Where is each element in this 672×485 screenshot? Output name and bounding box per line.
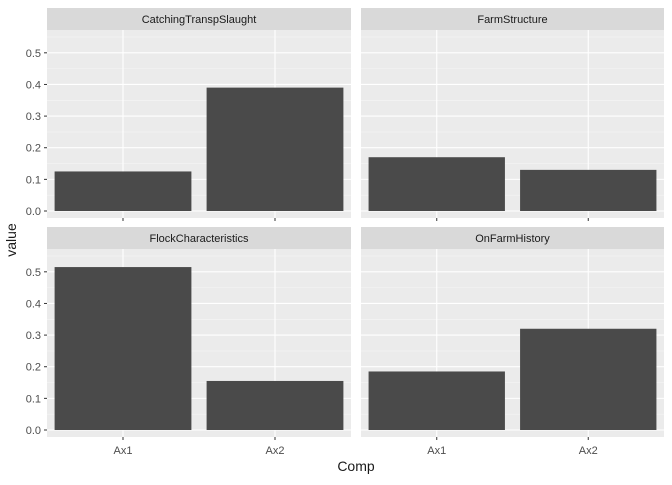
facet-strip	[47, 227, 351, 249]
y-tick-label: 0.0	[26, 425, 41, 437]
y-tick-label: 0.4	[26, 298, 41, 310]
bar	[206, 87, 344, 211]
facet-strip	[47, 8, 351, 30]
x-tick-label: Ax2	[266, 445, 285, 457]
x-tick-label: Ax1	[114, 445, 133, 457]
x-tick-label: Ax1	[427, 445, 446, 457]
panels-layer: CatchingTranspSlaught0.00.10.20.30.40.5F…	[26, 8, 664, 457]
y-axis-title: value	[3, 223, 19, 257]
y-tick-label: 0.2	[26, 143, 41, 155]
facet-strip-label: CatchingTranspSlaught	[142, 14, 257, 26]
y-tick-label: 0.1	[26, 393, 41, 405]
y-tick-label: 0.0	[26, 206, 41, 218]
facet-strip	[361, 8, 664, 30]
facet-panel: FlockCharacteristics 0.0 0.1 0.2 0.3 0.4 0.5 Ax…	[26, 227, 351, 457]
facet-strip-label: FlockCharacteristics	[149, 233, 249, 245]
y-tick-label: 0.3	[26, 330, 41, 342]
facet-panel: OnFarmHistory Ax1 Ax2	[361, 227, 664, 457]
y-tick-label: 0.5	[26, 48, 41, 60]
y-tick-label: 0.4	[26, 79, 41, 91]
y-tick-label: 0.3	[26, 111, 41, 123]
bar	[520, 328, 657, 430]
facet-strip	[361, 227, 664, 249]
y-tick-label: 0.5	[26, 267, 41, 279]
bar	[368, 371, 505, 430]
bar	[54, 171, 192, 211]
y-tick-label: 0.1	[26, 174, 41, 186]
facet-panel: CatchingTranspSlaught 0.0 0.1 0.2 0.3 0.4 0.5	[26, 8, 351, 221]
bar	[206, 380, 344, 430]
y-tick-label: 0.2	[26, 362, 41, 374]
bar	[368, 157, 505, 211]
x-tick-label: Ax2	[579, 445, 598, 457]
bar	[520, 169, 657, 211]
facet-strip-label: OnFarmHistory	[475, 233, 550, 245]
facet-panel: FarmStructure	[361, 8, 664, 221]
facet-strip-label: FarmStructure	[477, 14, 547, 26]
bar	[54, 267, 192, 430]
x-axis-title: Comp	[337, 458, 375, 474]
